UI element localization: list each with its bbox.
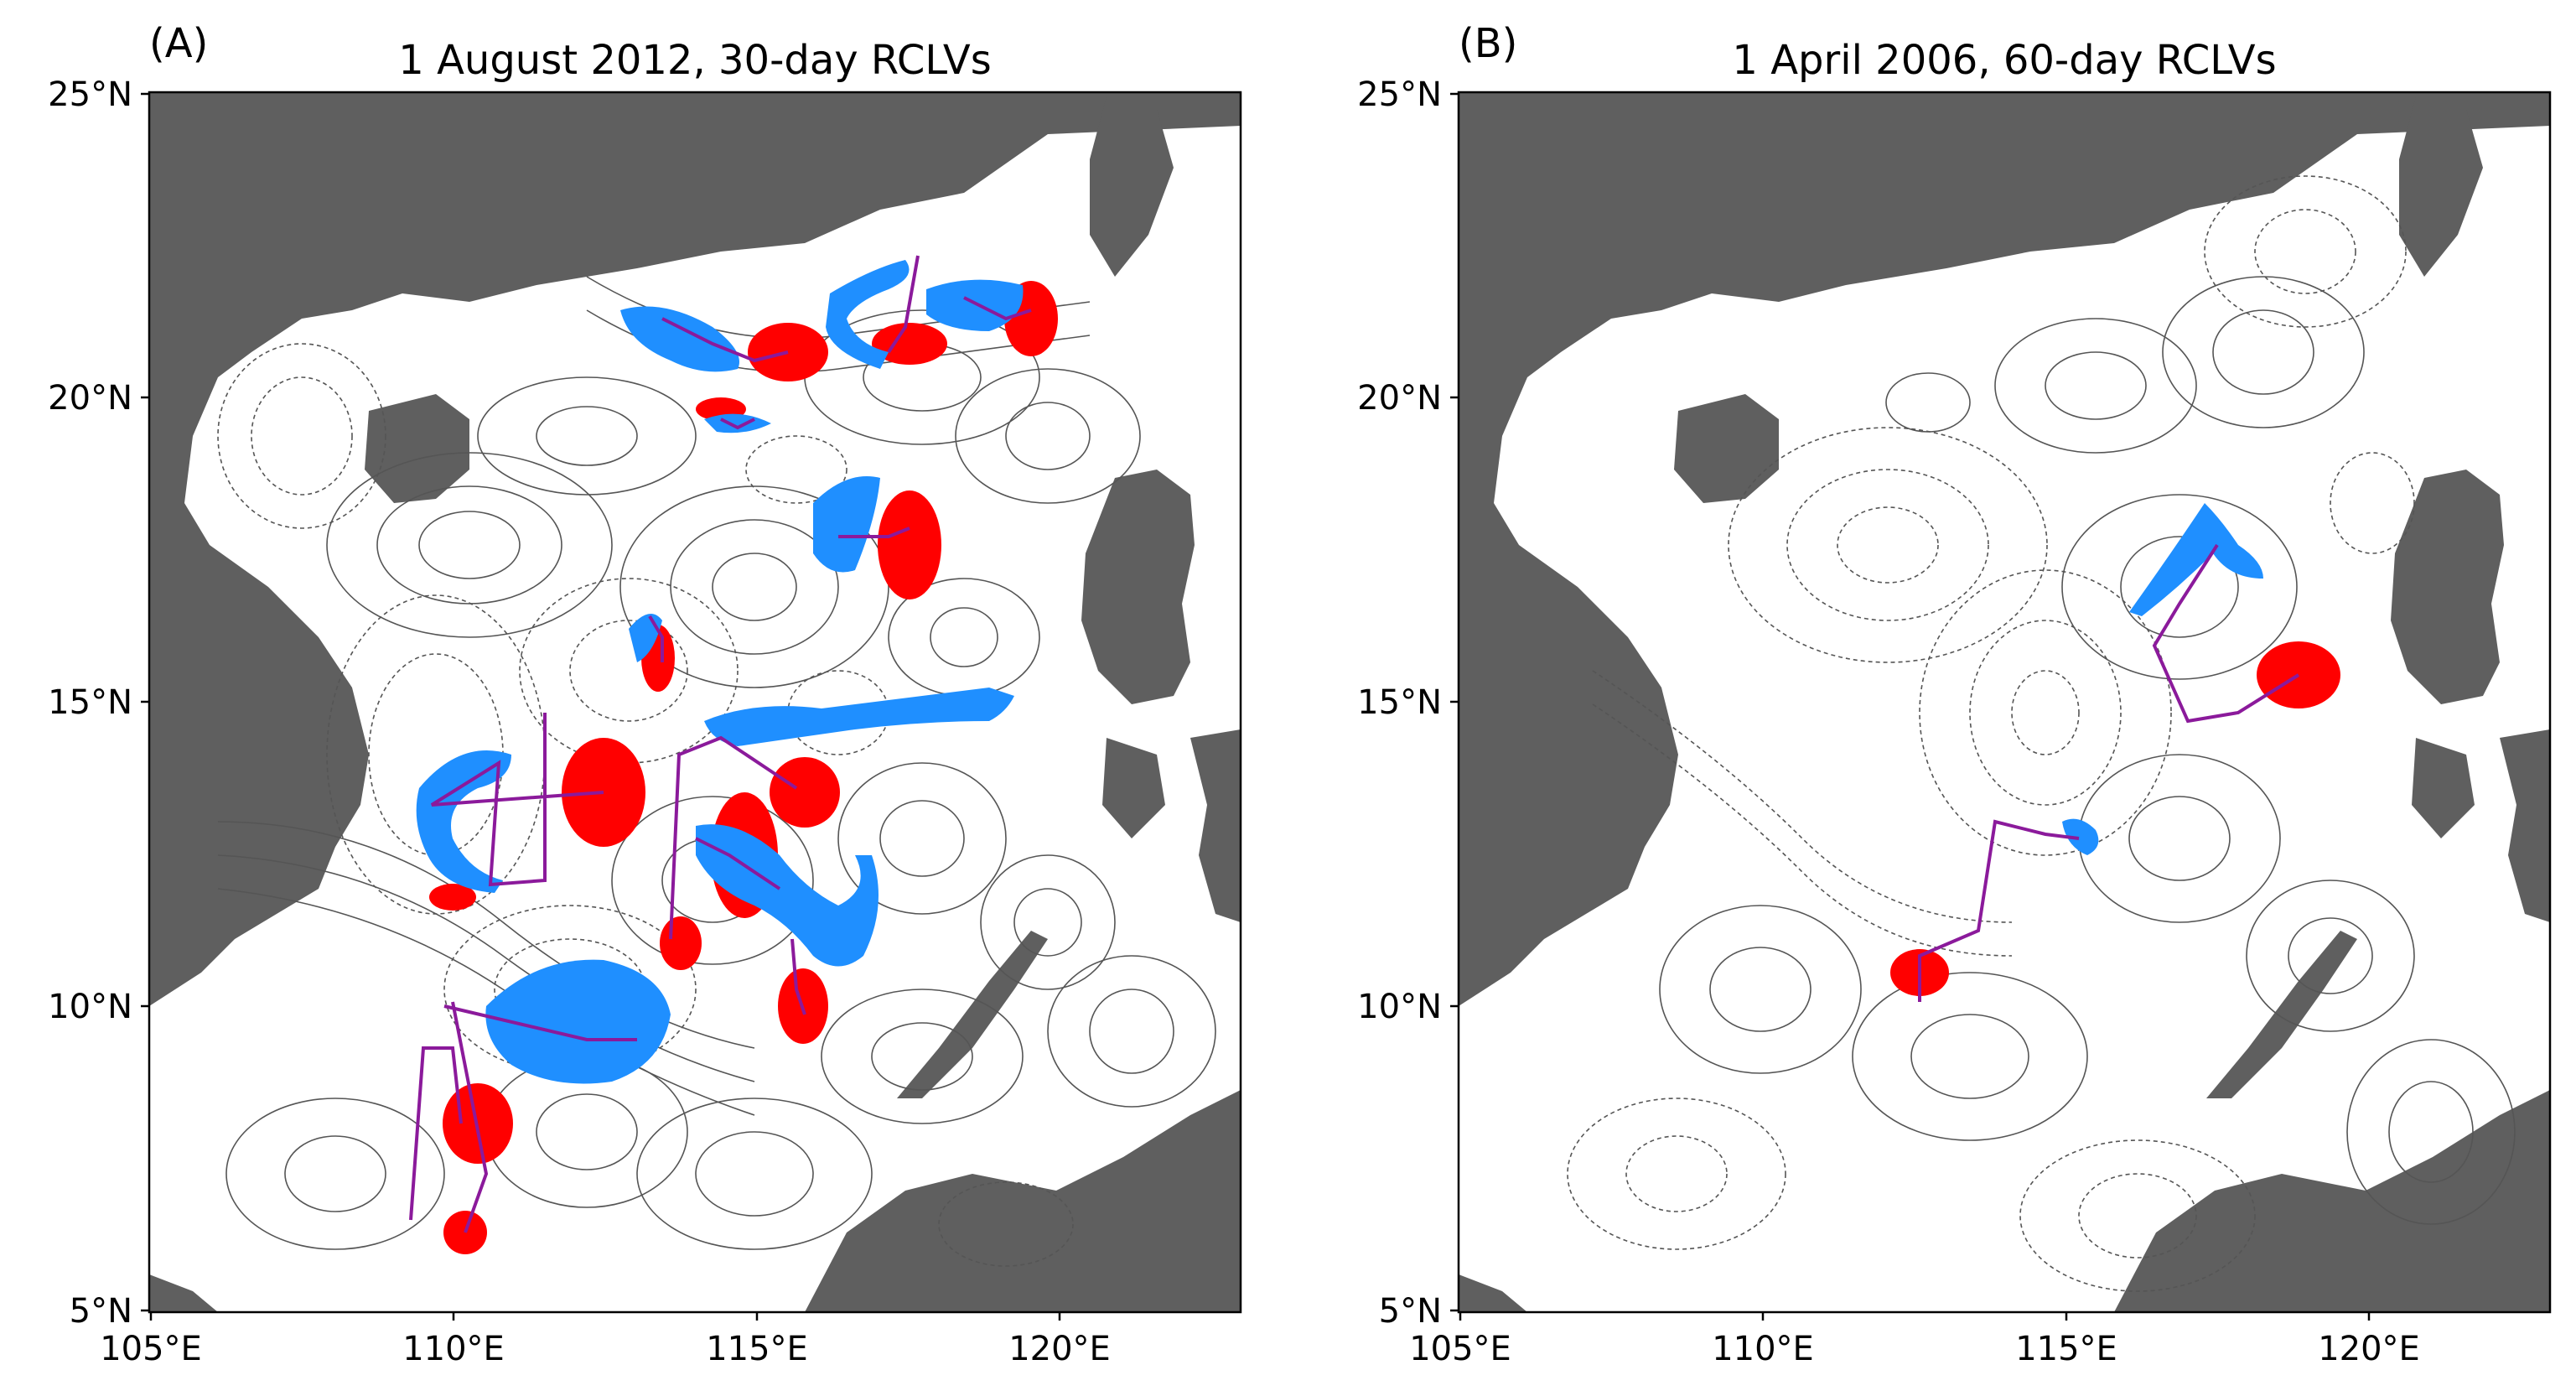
rclv-c3 xyxy=(926,279,1024,331)
ytick-label: 10°N xyxy=(1357,988,1442,1026)
ytick-label: 25°N xyxy=(48,75,132,114)
track-2 xyxy=(661,317,789,363)
rclv-a2 xyxy=(872,323,947,365)
panel-a: (A) 1 August 2012, 30-day RCLVs 25°N 20°… xyxy=(48,20,1242,1368)
ytick-label: 10°N xyxy=(48,988,132,1026)
panel-b-xticklabels: 105°E 110°E 115°E 120°E xyxy=(1409,1330,2420,1368)
land-hainan xyxy=(1674,394,1779,503)
xtick-label: 115°E xyxy=(706,1330,808,1368)
track-12 xyxy=(409,1046,463,1221)
track-4 xyxy=(720,418,755,430)
track-5 xyxy=(838,527,910,538)
panel-a-letter: (A) xyxy=(149,20,208,67)
panel-b-letter: (B) xyxy=(1459,20,1517,67)
eddy-tracks xyxy=(1918,543,2300,1002)
land-philippines-south xyxy=(2500,729,2550,922)
rclv-a8 xyxy=(770,757,840,828)
track-1 xyxy=(887,255,920,354)
rclv-c4 xyxy=(704,413,771,433)
xtick-label: 115°E xyxy=(2015,1330,2117,1368)
land-china-coast xyxy=(149,92,1241,1006)
ytick-label: 15°N xyxy=(48,683,132,722)
land-luzon xyxy=(2391,470,2504,704)
panel-b-map xyxy=(1459,92,2550,1312)
track-7 xyxy=(430,713,604,887)
cyclonic-rclvs xyxy=(416,260,1024,1084)
rclv-c10 xyxy=(485,959,671,1084)
track-2 xyxy=(1918,819,2080,1002)
xtick-label: 120°E xyxy=(1008,1330,1111,1368)
land-palawan xyxy=(897,931,1048,1098)
land-palawan xyxy=(2206,931,2357,1098)
land-philippines-south xyxy=(1190,729,1241,922)
panel-a-title: 1 August 2012, 30-day RCLVs xyxy=(398,37,991,84)
xtick-label: 105°E xyxy=(100,1330,202,1368)
land-taiwan xyxy=(2399,96,2483,277)
xtick-label: 120°E xyxy=(2318,1330,2420,1368)
ytick-label: 20°N xyxy=(48,379,132,418)
panel-a-xticklabels: 105°E 110°E 115°E 120°E xyxy=(100,1330,1111,1368)
rclv-c1 xyxy=(620,306,739,372)
rclv-a10 xyxy=(429,884,476,911)
rclv-c8 xyxy=(416,750,511,893)
track-6 xyxy=(648,615,664,662)
panel-b: (B) 1 April 2006, 60-day RCLVs 25°N 20°N… xyxy=(1357,20,2552,1368)
land-taiwan xyxy=(1090,96,1174,277)
ytick-label: 5°N xyxy=(1379,1292,1442,1331)
land-malay xyxy=(1459,1274,1527,1312)
land-mindoro xyxy=(2412,738,2475,838)
track-1 xyxy=(2152,543,2300,724)
rclv-c2 xyxy=(826,260,910,369)
land-borneo xyxy=(2114,1090,2550,1312)
rclv-c7 xyxy=(704,688,1014,746)
land-borneo xyxy=(805,1090,1241,1312)
xtick-label: 105°E xyxy=(1409,1330,1511,1368)
land-masses xyxy=(1459,92,2550,1312)
ssh-contours xyxy=(1567,175,2516,1292)
rclv-c1 xyxy=(2129,503,2263,616)
land-mindoro xyxy=(1102,738,1165,838)
xtick-label: 110°E xyxy=(1712,1330,1814,1368)
panel-a-ticks xyxy=(141,92,1061,1321)
rclv-c9 xyxy=(696,824,879,967)
land-masses xyxy=(149,92,1241,1312)
track-8 xyxy=(669,735,798,940)
panel-a-yticklabels: 25°N 20°N 15°N 10°N 5°N xyxy=(48,75,132,1331)
ytick-label: 25°N xyxy=(1357,75,1442,114)
rclv-a11 xyxy=(660,916,702,970)
panel-b-ticks xyxy=(1450,92,2371,1321)
rclv-c5 xyxy=(813,476,880,573)
land-luzon xyxy=(1081,470,1195,704)
xtick-label: 110°E xyxy=(402,1330,505,1368)
ytick-label: 15°N xyxy=(1357,683,1442,722)
track-3 xyxy=(963,296,1032,321)
track-13 xyxy=(451,1001,489,1233)
cyclonic-rclvs xyxy=(2062,503,2263,855)
track-11 xyxy=(443,1004,637,1041)
ytick-label: 5°N xyxy=(70,1292,132,1331)
panel-b-yticklabels: 25°N 20°N 15°N 10°N 5°N xyxy=(1357,75,1442,1331)
land-malay xyxy=(149,1274,218,1312)
track-10 xyxy=(790,938,806,1015)
eddy-tracks xyxy=(409,255,1032,1233)
track-9 xyxy=(695,837,781,890)
rclv-c2 xyxy=(2062,818,2099,855)
panel-b-title: 1 April 2006, 60-day RCLVs xyxy=(1732,37,2276,84)
land-hainan xyxy=(365,394,469,503)
rclv-a5 xyxy=(878,490,941,599)
land-china-coast xyxy=(1459,92,2550,1006)
panel-a-map xyxy=(149,92,1241,1312)
ytick-label: 20°N xyxy=(1357,379,1442,418)
